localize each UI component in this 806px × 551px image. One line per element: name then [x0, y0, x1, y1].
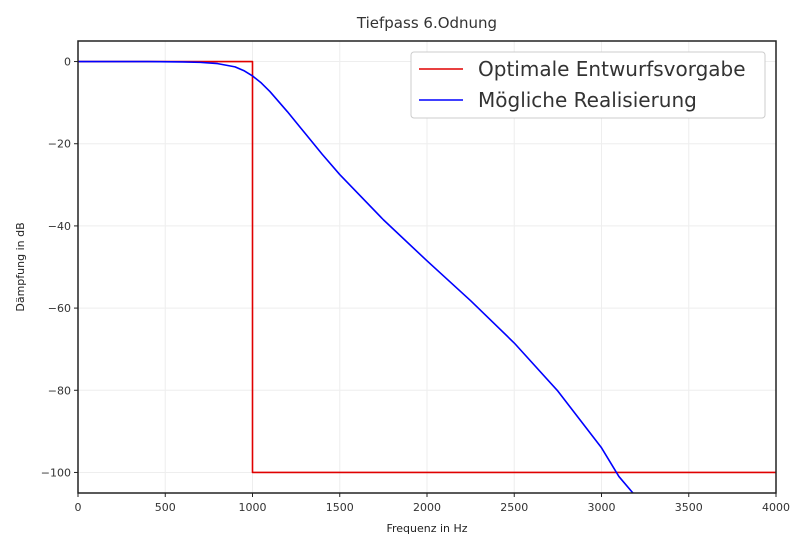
series-lines — [78, 60, 776, 493]
x-tick-label: 1500 — [326, 501, 354, 514]
legend-label-realisation: Mögliche Realisierung — [478, 88, 697, 112]
x-axis-title: Frequenz in Hz — [386, 522, 467, 535]
y-tick-label: 0 — [64, 56, 71, 69]
chart-title: Tiefpass 6.Odnung — [356, 14, 497, 32]
y-tick-label: −60 — [48, 302, 71, 315]
x-tick-label: 0 — [75, 501, 82, 514]
x-tick-label: 2000 — [413, 501, 441, 514]
x-tick-label: 500 — [155, 501, 176, 514]
x-tick-label: 3500 — [675, 501, 703, 514]
x-tick-label: 2500 — [500, 501, 528, 514]
x-tick-label: 3000 — [588, 501, 616, 514]
y-tick-label: −40 — [48, 220, 71, 233]
y-tick-label: −80 — [48, 384, 71, 397]
x-tick-label: 4000 — [762, 501, 790, 514]
y-axis-title: Dämpfung in dB — [14, 222, 27, 311]
legend: Optimale Entwurfsvorgabe Mögliche Realis… — [410, 51, 766, 119]
ticks: 0 500 1000 1500 2000 2500 3000 3500 4000 0 −20 −40 −… — [41, 56, 790, 514]
series-line-realisation — [78, 60, 634, 493]
legend-box — [410, 51, 766, 119]
y-tick-label: −100 — [41, 466, 71, 479]
y-tick-label: −20 — [48, 138, 71, 151]
x-tick-label: 1000 — [239, 501, 267, 514]
legend-label-optimal: Optimale Entwurfsvorgabe — [478, 57, 746, 81]
